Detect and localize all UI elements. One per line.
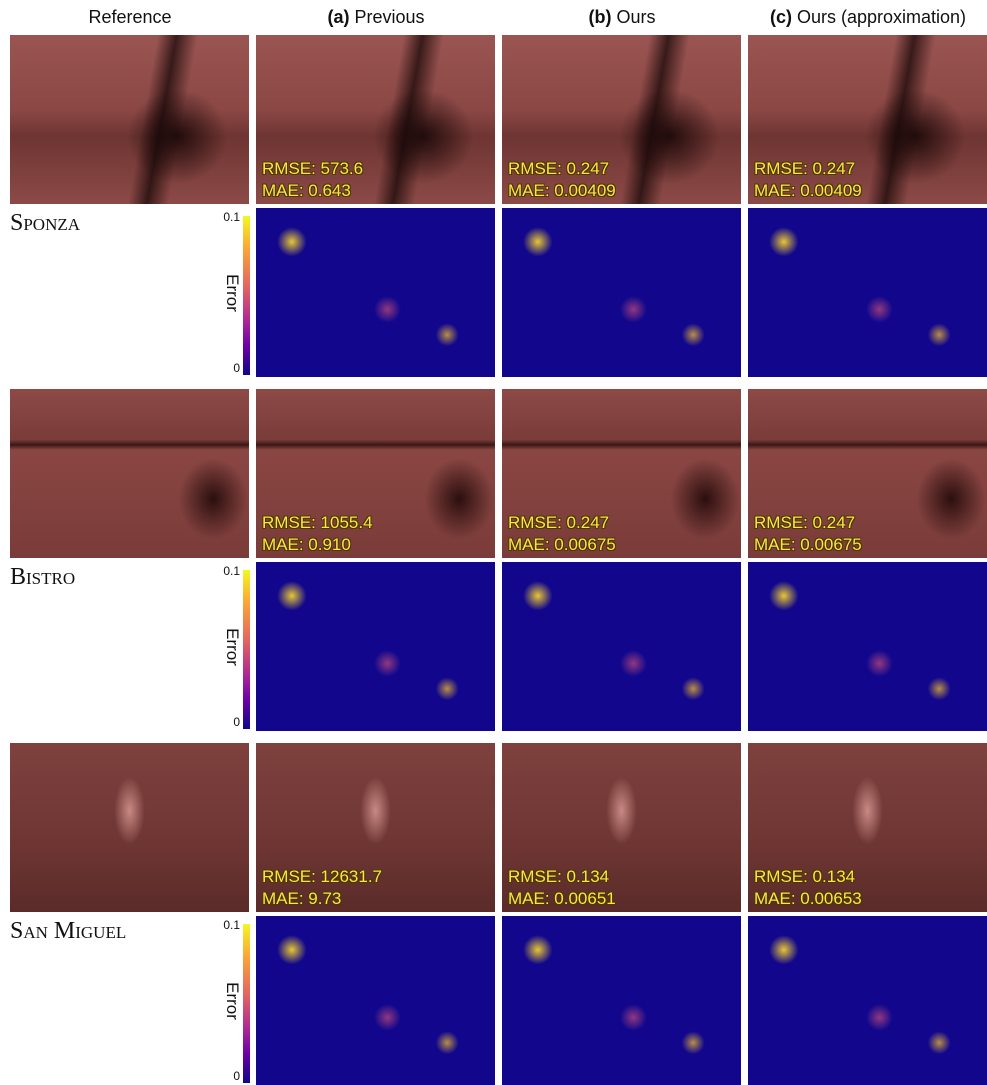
- column-tag: (c): [770, 7, 792, 27]
- mae-label: MAE: 0.00409: [754, 181, 862, 201]
- column-label: Ours (approximation): [797, 7, 966, 27]
- figure: (() => { const data = JSON.parse(documen…: [0, 0, 987, 1085]
- mae-label: MAE: 0.00675: [754, 535, 862, 555]
- column-label: Reference: [88, 7, 171, 27]
- rmse-label: RMSE: 0.247: [508, 513, 609, 533]
- rmse-label: RMSE: 0.134: [508, 867, 609, 887]
- colorbar-title: Error: [222, 263, 242, 323]
- mae-label: MAE: 0.00651: [508, 889, 616, 909]
- rmse-label: RMSE: 0.134: [754, 867, 855, 887]
- rmse-label: RMSE: 0.247: [508, 159, 609, 179]
- mae-label: MAE: 0.643: [262, 181, 351, 201]
- rmse-label: RMSE: 0.247: [754, 159, 855, 179]
- rmse-label: RMSE: 0.247: [754, 513, 855, 533]
- mae-label: MAE: 0.00675: [508, 535, 616, 555]
- colorbar-title: Error: [222, 617, 242, 677]
- scene-name: Sponza: [10, 210, 80, 237]
- render-image: [10, 389, 249, 558]
- error-map: [502, 562, 741, 731]
- scene-name: San Miguel: [10, 918, 126, 945]
- colorbar-title: Error: [222, 971, 242, 1031]
- rmse-label: RMSE: 1055.4: [262, 513, 373, 533]
- colorbar-min: 0: [210, 715, 240, 729]
- error-map: [256, 562, 495, 731]
- error-map: [748, 208, 987, 377]
- colorbar-max: 0.1: [210, 210, 240, 224]
- colorbar-min: 0: [210, 361, 240, 375]
- render-image: [10, 35, 249, 204]
- colorbar-min: 0: [210, 1069, 240, 1083]
- mae-label: MAE: 0.00409: [508, 181, 616, 201]
- column-header: (b)Ours: [502, 4, 742, 30]
- colorbar: [243, 216, 250, 375]
- column-header: Reference: [10, 4, 250, 30]
- error-map: [748, 562, 987, 731]
- error-map: [502, 916, 741, 1085]
- mae-label: MAE: 0.00653: [754, 889, 862, 909]
- column-tag: (b): [589, 7, 612, 27]
- error-map: [502, 208, 741, 377]
- error-map: [748, 916, 987, 1085]
- colorbar-max: 0.1: [210, 918, 240, 932]
- colorbar-max: 0.1: [210, 564, 240, 578]
- error-map: [256, 208, 495, 377]
- column-header: (c)Ours (approximation): [748, 4, 987, 30]
- colorbar: [243, 570, 250, 729]
- column-tag: (a): [327, 7, 349, 27]
- column-label: Ours: [616, 7, 655, 27]
- render-image: [10, 743, 249, 912]
- error-map: [256, 916, 495, 1085]
- scene-name: Bistro: [10, 564, 75, 591]
- rmse-label: RMSE: 573.6: [262, 159, 363, 179]
- column-header: (a)Previous: [256, 4, 496, 30]
- colorbar: [243, 924, 250, 1083]
- mae-label: MAE: 9.73: [262, 889, 341, 909]
- rmse-label: RMSE: 12631.7: [262, 867, 382, 887]
- column-label: Previous: [354, 7, 424, 27]
- mae-label: MAE: 0.910: [262, 535, 351, 555]
